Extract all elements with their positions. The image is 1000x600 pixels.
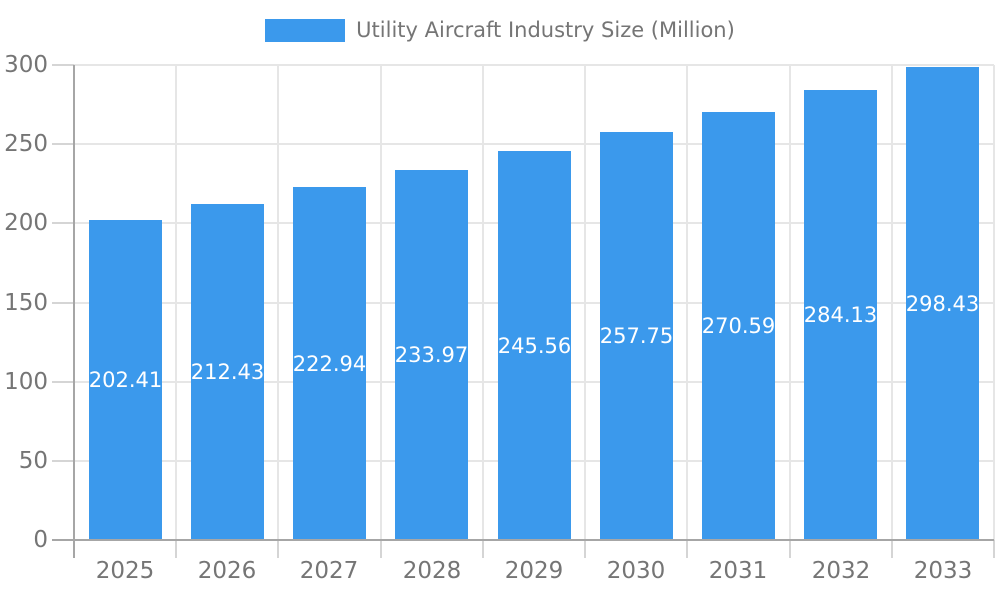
bar-value-label: 284.13 bbox=[803, 303, 878, 327]
legend-label: Utility Aircraft Industry Size (Million) bbox=[356, 18, 735, 42]
x-axis-label: 2031 bbox=[708, 558, 768, 584]
x-axis-tick bbox=[993, 540, 995, 558]
bar[interactable] bbox=[906, 67, 979, 540]
bar-value-label: 233.97 bbox=[394, 343, 469, 367]
x-axis-label: 2027 bbox=[299, 558, 359, 584]
x-axis-tick bbox=[891, 540, 893, 558]
bar-value-label: 298.43 bbox=[905, 292, 980, 316]
bar-value-label: 202.41 bbox=[88, 368, 163, 392]
x-axis-tick bbox=[789, 540, 791, 558]
y-axis-label: 250 bbox=[4, 131, 48, 157]
x-gridline bbox=[584, 65, 586, 540]
x-axis-tick bbox=[584, 540, 586, 558]
x-gridline bbox=[277, 65, 279, 540]
x-gridline bbox=[891, 65, 893, 540]
x-axis-label: 2032 bbox=[811, 558, 871, 584]
y-gridline bbox=[74, 143, 994, 145]
bar[interactable] bbox=[804, 90, 877, 540]
bar[interactable] bbox=[702, 112, 775, 540]
x-gridline bbox=[482, 65, 484, 540]
legend-swatch bbox=[265, 18, 346, 42]
y-axis-label: 200 bbox=[4, 210, 48, 236]
y-axis-label: 150 bbox=[4, 290, 48, 316]
y-axis-tick bbox=[52, 143, 74, 145]
x-gridline bbox=[175, 65, 177, 540]
bar[interactable] bbox=[395, 170, 468, 540]
x-gridline bbox=[789, 65, 791, 540]
y-axis-label: 0 bbox=[33, 527, 48, 553]
bar[interactable] bbox=[293, 187, 366, 540]
y-axis-label: 50 bbox=[18, 448, 48, 474]
y-gridline bbox=[74, 64, 994, 66]
bar[interactable] bbox=[600, 132, 673, 540]
y-axis-tick bbox=[52, 381, 74, 383]
bar[interactable] bbox=[498, 151, 571, 540]
y-axis-tick bbox=[52, 302, 74, 304]
legend-item[interactable]: Utility Aircraft Industry Size (Million) bbox=[0, 16, 1000, 44]
x-gridline bbox=[686, 65, 688, 540]
x-axis-label: 2029 bbox=[504, 558, 564, 584]
x-axis-tick bbox=[482, 540, 484, 558]
x-axis-label: 2033 bbox=[913, 558, 973, 584]
x-axis-label: 2028 bbox=[402, 558, 462, 584]
x-axis-tick bbox=[380, 540, 382, 558]
x-axis-label: 2030 bbox=[606, 558, 666, 584]
bar-value-label: 257.75 bbox=[599, 324, 674, 348]
x-gridline bbox=[993, 65, 995, 540]
y-axis-line bbox=[73, 65, 75, 558]
x-gridline bbox=[380, 65, 382, 540]
y-axis-label: 300 bbox=[4, 52, 48, 78]
bar-value-label: 270.59 bbox=[701, 314, 776, 338]
x-axis-label: 2026 bbox=[197, 558, 257, 584]
bar-value-label: 245.56 bbox=[497, 334, 572, 358]
bar[interactable] bbox=[89, 220, 162, 540]
y-axis-tick bbox=[52, 460, 74, 462]
x-axis-label: 2025 bbox=[95, 558, 155, 584]
x-axis-tick bbox=[175, 540, 177, 558]
x-axis-line bbox=[52, 539, 994, 541]
y-axis-label: 100 bbox=[4, 369, 48, 395]
bar-value-label: 222.94 bbox=[292, 352, 367, 376]
y-axis-tick bbox=[52, 64, 74, 66]
bar-value-label: 212.43 bbox=[190, 360, 265, 384]
x-axis-tick bbox=[686, 540, 688, 558]
x-axis-tick bbox=[277, 540, 279, 558]
bar[interactable] bbox=[191, 204, 264, 540]
y-axis-tick bbox=[52, 222, 74, 224]
